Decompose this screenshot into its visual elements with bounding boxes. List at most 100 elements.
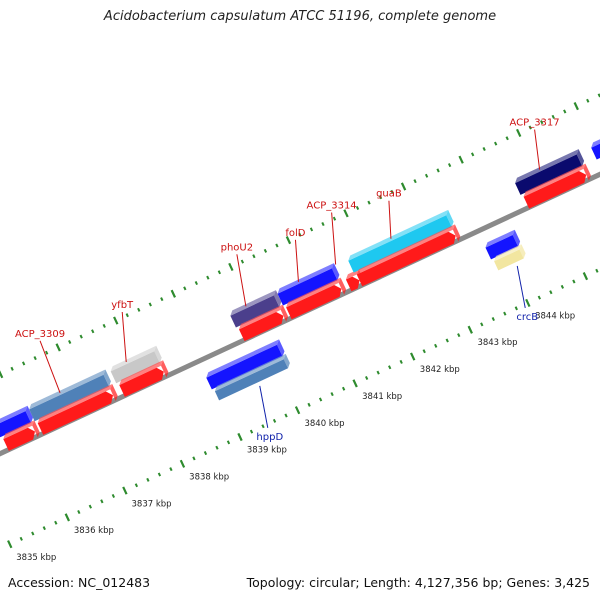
gene-side <box>277 339 285 357</box>
gene-top <box>591 139 600 148</box>
gene-crcB <box>485 229 521 260</box>
scale-tick <box>365 375 369 381</box>
scale-tick <box>170 289 176 298</box>
scale-tick <box>413 179 417 184</box>
label-leader <box>331 212 337 265</box>
scale-label: 3841 kbp <box>362 392 402 402</box>
scale-tick <box>100 499 104 504</box>
scale-tick <box>467 325 473 334</box>
scale-label: 3844 kbp <box>535 311 575 321</box>
scale-tick <box>252 254 256 259</box>
scale-tick <box>503 311 507 316</box>
label-leader <box>236 254 247 307</box>
gene-side <box>519 244 526 259</box>
scale-tick <box>560 284 565 289</box>
scale-tick <box>64 513 70 522</box>
scale-tick <box>111 493 116 498</box>
gene-side <box>32 420 40 438</box>
gene-label: ACP_3317 <box>510 118 560 129</box>
scale-tick <box>482 146 486 152</box>
scale-tick <box>573 102 579 111</box>
gene-side <box>331 263 340 281</box>
label-leader <box>294 239 299 282</box>
scale-tick <box>217 270 222 275</box>
scale-tick <box>436 168 440 173</box>
scale-tick <box>122 486 128 495</box>
scale-tick <box>77 510 81 515</box>
gene-side <box>583 163 591 181</box>
scale-tick <box>388 365 392 370</box>
gene-side <box>280 304 289 322</box>
gene-top <box>515 149 579 184</box>
scale-tick <box>0 370 4 379</box>
gene-side <box>161 360 169 378</box>
scale-tick <box>343 209 349 218</box>
gene-side <box>338 277 347 295</box>
gene-ACP_3317 <box>515 149 585 195</box>
gene-side <box>154 345 162 363</box>
gene-phoU2 <box>230 290 282 328</box>
gene-top <box>286 277 341 308</box>
scale-tick <box>537 295 541 300</box>
gene-part-crcB <box>494 244 526 271</box>
scale-tick <box>285 236 292 245</box>
gene-face <box>356 231 456 287</box>
gene-labels: ACP_3309 yfbT phoU2 folD ACP_3314 guaB ACP_331… <box>15 118 560 443</box>
scale-label: 3835 kbp <box>16 553 56 563</box>
gene-features <box>0 139 600 451</box>
gene-top <box>494 244 522 262</box>
gene-face <box>206 344 283 390</box>
gene-side <box>273 290 282 308</box>
map-title: Acidobacterium capsulatum ATCC 51196, co… <box>103 9 497 24</box>
scale-tick <box>563 109 567 114</box>
scale-tick <box>45 350 49 355</box>
gene-hppD <box>206 339 285 390</box>
scale-tick <box>215 445 219 450</box>
scale-tick <box>298 232 302 237</box>
gene-folD <box>277 263 340 306</box>
gene-face <box>37 391 114 435</box>
cds-ACP_3309 <box>37 384 118 435</box>
scale-tick <box>352 379 358 388</box>
genome-summary: Topology: circular; Length: 4,127,356 bp… <box>246 575 590 590</box>
scale-label: 3840 kbp <box>304 419 344 429</box>
scale-tick <box>19 536 23 541</box>
scale-tick <box>516 128 522 138</box>
label-leader <box>39 340 61 394</box>
scale-tick <box>137 307 141 312</box>
gene-side <box>25 405 33 423</box>
scale-tick <box>42 526 46 531</box>
scale-tick <box>275 243 279 248</box>
gene-face <box>348 215 452 273</box>
scale-tick <box>424 173 429 178</box>
gene-face <box>230 295 280 328</box>
gene-top <box>37 384 113 424</box>
cds-ACP_3317 <box>523 163 591 209</box>
gene-top <box>348 209 449 261</box>
scale-tick <box>399 359 403 364</box>
scale-tick <box>125 313 129 318</box>
gene-top <box>485 229 515 248</box>
gene-top <box>523 163 586 197</box>
scale-tick <box>160 297 164 302</box>
cds-forward-1 <box>3 420 40 451</box>
scale-tick <box>330 392 334 397</box>
scale-tick <box>514 306 518 311</box>
scale-tick <box>113 316 119 325</box>
scale-tick <box>457 333 461 338</box>
gene-face <box>286 285 342 320</box>
scale-tick <box>494 141 498 146</box>
gene-top <box>230 290 276 316</box>
gene-face <box>119 367 164 397</box>
scale-tick <box>179 459 186 468</box>
scale-tick <box>237 432 243 442</box>
label-leader <box>121 311 127 363</box>
scale-tick <box>272 418 277 423</box>
gene-label: ACP_3309 <box>15 329 65 340</box>
scale-tick <box>206 275 210 280</box>
scale-label: 3836 kbp <box>74 526 114 536</box>
gene-face <box>214 359 288 401</box>
scale-tick <box>307 402 311 407</box>
gene-side <box>452 224 461 242</box>
